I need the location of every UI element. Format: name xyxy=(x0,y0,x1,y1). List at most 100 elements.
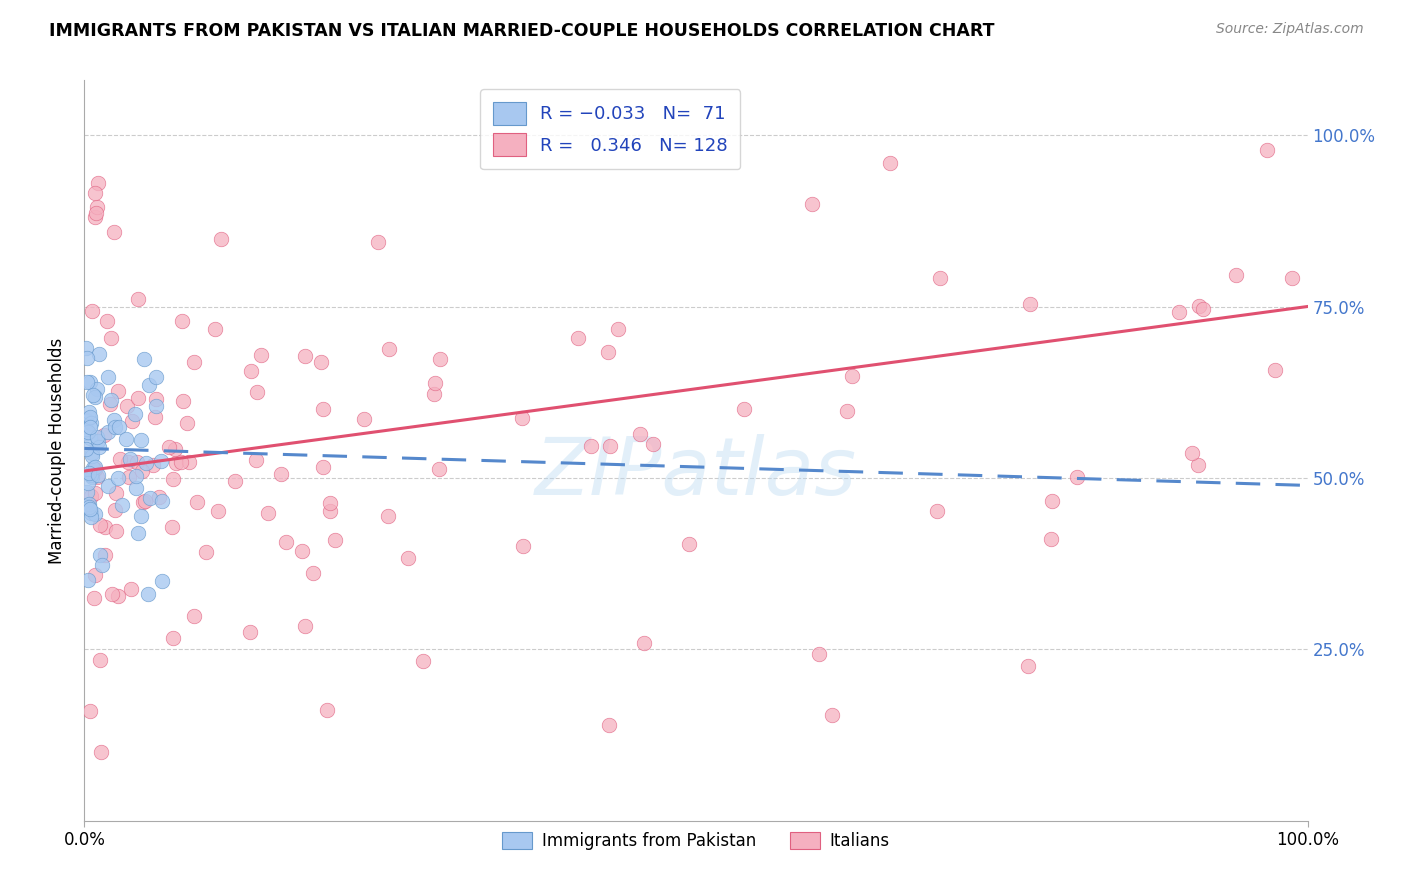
Point xyxy=(83,211,105,225)
Point xyxy=(80,506,103,520)
Point xyxy=(80,468,103,483)
Point xyxy=(1018,297,1040,311)
Point xyxy=(129,433,152,447)
Point xyxy=(1264,362,1286,376)
Point xyxy=(135,456,157,470)
Point xyxy=(425,376,447,390)
Point xyxy=(93,428,115,442)
Point xyxy=(79,467,101,482)
Point xyxy=(86,468,108,483)
Point xyxy=(323,533,346,547)
Point xyxy=(124,407,146,421)
Point xyxy=(209,232,232,246)
Point xyxy=(294,350,316,364)
Point xyxy=(1066,470,1088,484)
Point xyxy=(75,499,97,513)
Point xyxy=(598,345,620,359)
Point xyxy=(107,384,129,399)
Point xyxy=(1281,271,1303,285)
Point xyxy=(367,235,389,249)
Point xyxy=(129,509,152,524)
Text: IMMIGRANTS FROM PAKISTAN VS ITALIAN MARRIED-COUPLE HOUSEHOLDS CORRELATION CHART: IMMIGRANTS FROM PAKISTAN VS ITALIAN MARR… xyxy=(49,22,994,40)
Point xyxy=(89,518,111,533)
Point xyxy=(257,506,280,520)
Point xyxy=(84,390,107,404)
Point xyxy=(301,566,323,581)
Point xyxy=(412,654,434,668)
Point xyxy=(138,587,160,601)
Point xyxy=(98,397,121,411)
Point xyxy=(170,455,193,469)
Point xyxy=(607,322,630,336)
Point xyxy=(127,391,149,405)
Point xyxy=(80,510,103,524)
Point xyxy=(80,470,103,484)
Point xyxy=(319,504,342,518)
Point xyxy=(579,438,602,452)
Point xyxy=(150,494,173,508)
Point xyxy=(183,609,205,624)
Point xyxy=(172,393,194,408)
Point xyxy=(97,370,120,384)
Point xyxy=(75,442,97,456)
Point xyxy=(143,409,166,424)
Y-axis label: Married-couple Households: Married-couple Households xyxy=(48,337,66,564)
Point xyxy=(77,411,100,425)
Point xyxy=(1256,143,1278,157)
Point xyxy=(101,587,124,601)
Point xyxy=(75,422,97,436)
Point xyxy=(96,314,118,328)
Point xyxy=(100,331,122,345)
Point xyxy=(79,410,101,425)
Point xyxy=(316,703,339,717)
Point xyxy=(270,467,292,482)
Point xyxy=(1040,494,1063,508)
Point xyxy=(512,410,534,425)
Point xyxy=(86,200,108,214)
Point xyxy=(319,496,342,510)
Point xyxy=(84,206,107,220)
Point xyxy=(83,591,105,605)
Point xyxy=(89,548,111,562)
Point xyxy=(132,495,155,509)
Point xyxy=(131,464,153,478)
Point xyxy=(311,460,333,475)
Point xyxy=(86,430,108,444)
Point xyxy=(377,343,399,357)
Point xyxy=(76,351,98,366)
Point xyxy=(117,455,139,469)
Point xyxy=(162,520,184,534)
Point xyxy=(145,392,167,407)
Point xyxy=(83,461,105,475)
Point xyxy=(82,461,104,475)
Point xyxy=(103,225,125,239)
Point xyxy=(77,466,100,480)
Point xyxy=(801,197,824,211)
Point xyxy=(75,341,97,355)
Point xyxy=(633,636,655,650)
Point xyxy=(87,434,110,448)
Point xyxy=(103,413,125,427)
Point xyxy=(176,417,198,431)
Point xyxy=(110,452,132,467)
Point xyxy=(125,469,148,483)
Point xyxy=(148,491,170,505)
Point xyxy=(291,544,314,558)
Point xyxy=(93,548,115,562)
Point xyxy=(423,387,446,401)
Point xyxy=(1181,446,1204,460)
Point xyxy=(105,524,128,539)
Point xyxy=(82,449,104,463)
Point xyxy=(195,544,218,558)
Point xyxy=(245,453,267,467)
Point xyxy=(1017,658,1039,673)
Point xyxy=(104,503,127,517)
Point xyxy=(77,500,100,514)
Point xyxy=(157,440,180,454)
Point xyxy=(82,388,104,402)
Point xyxy=(100,393,122,408)
Point xyxy=(1188,299,1211,313)
Point xyxy=(628,426,651,441)
Point xyxy=(83,460,105,475)
Point xyxy=(97,479,120,493)
